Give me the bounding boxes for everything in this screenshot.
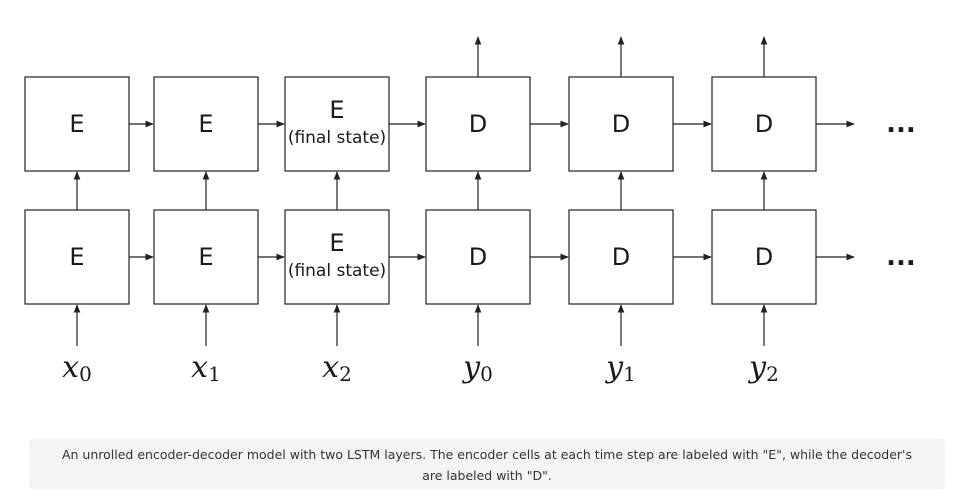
bottom-cell-5 xyxy=(711,209,817,305)
bottom-cell-0 xyxy=(24,209,130,305)
bottom-cell-label-1: E xyxy=(198,243,213,271)
top-cell-label-0: E xyxy=(69,110,84,138)
top-cell-label-3: D xyxy=(469,110,487,138)
top-cell-1 xyxy=(153,76,259,172)
bottom-cell-3 xyxy=(425,209,531,305)
top-cell-label-5: D xyxy=(755,110,773,138)
bottom-cell-label-2: E xyxy=(329,229,344,257)
top-cell-3 xyxy=(425,76,531,172)
input-label-4: y1 xyxy=(604,350,636,386)
figure-caption: An unrolled encoder-decoder model with t… xyxy=(29,439,945,489)
bottom-cell-label-3: D xyxy=(469,243,487,271)
bottom-continuation-dots: ... xyxy=(886,242,916,272)
bottom-cell-4 xyxy=(568,209,674,305)
bottom-cell-1 xyxy=(153,209,259,305)
input-label-5: y2 xyxy=(747,350,779,386)
bottom-cell-2 xyxy=(284,209,390,305)
top-cell-sublabel-2: (final state) xyxy=(288,128,386,148)
top-cell-2 xyxy=(284,76,390,172)
bottom-cell-label-4: D xyxy=(612,243,630,271)
bottom-cell-sublabel-2: (final state) xyxy=(288,261,386,281)
top-cell-label-2: E xyxy=(329,96,344,124)
input-label-3: y0 xyxy=(461,350,493,386)
top-cell-4 xyxy=(568,76,674,172)
top-continuation-dots: ... xyxy=(886,109,916,139)
input-label-0: x0 xyxy=(62,350,92,386)
bottom-cell-label-0: E xyxy=(69,243,84,271)
input-label-1: x1 xyxy=(191,350,221,386)
top-cell-5 xyxy=(711,76,817,172)
input-label-2: x2 xyxy=(322,350,352,386)
bottom-cell-label-5: D xyxy=(755,243,773,271)
encoder-decoder-diagram: E E E (final state) D D D ... E E E (final state) D D… xyxy=(24,36,916,386)
top-cell-label-4: D xyxy=(612,110,630,138)
top-cell-label-1: E xyxy=(198,110,213,138)
top-cell-0 xyxy=(24,76,130,172)
